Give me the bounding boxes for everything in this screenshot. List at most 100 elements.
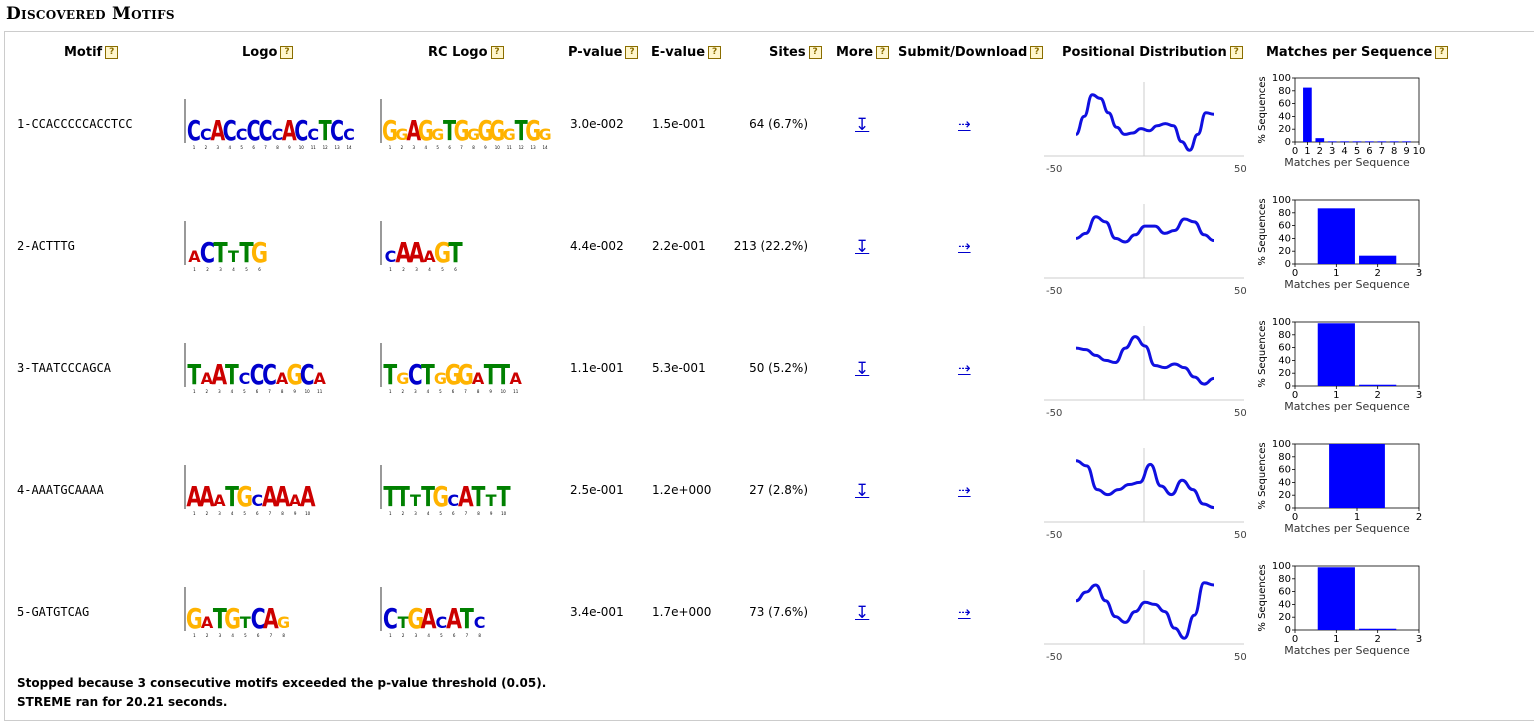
pvalue-value: 4.4e-002 xyxy=(570,239,624,253)
help-icon[interactable]: ? xyxy=(876,46,890,59)
more-details-link[interactable]: ↧ xyxy=(855,115,870,135)
match-bar xyxy=(1317,208,1355,264)
help-icon[interactable]: ? xyxy=(708,46,722,59)
x-tick-label: 2 xyxy=(1374,634,1380,645)
logo-position-label: 7 xyxy=(460,145,463,150)
logo-letter: T xyxy=(240,613,251,632)
logo-letter: T xyxy=(496,358,510,391)
x-tick-label: 2 xyxy=(1416,512,1422,523)
logo-letter: A xyxy=(201,369,214,388)
submit-download-link[interactable]: ⇢ xyxy=(958,115,971,133)
submit-download-link[interactable]: ⇢ xyxy=(958,603,971,621)
logo-letter: C xyxy=(436,613,448,632)
logo-letter: A xyxy=(289,491,302,510)
motif-id: 3-TAATCCCAGCA xyxy=(17,361,111,375)
logo-letter: A xyxy=(472,369,485,388)
logo-letter: A xyxy=(212,358,228,391)
motif-rc-logo[interactable]: T 1 T 2 T 3 T 4 G 5 C 6 A 7 T 8 T 9 T 10 xyxy=(378,461,512,523)
more-details-link[interactable]: ↧ xyxy=(855,481,870,501)
positional-distribution-plot: -50 50 xyxy=(1044,570,1247,663)
logo-position-label: 1 xyxy=(389,511,392,516)
logo-letter: C xyxy=(408,358,423,391)
logo-letter: G xyxy=(418,114,434,147)
submit-download-link[interactable]: ⇢ xyxy=(958,359,971,377)
logo-position-label: 7 xyxy=(269,511,272,516)
matches-per-sequence: 0 20 40 60 80 100% Sequences 0 1 2 3 4 5 6 7 8 9 10 Match… xyxy=(1255,70,1435,174)
help-icon[interactable]: ? xyxy=(280,46,294,59)
logo-letter: A xyxy=(213,491,226,510)
logo-letter: T xyxy=(486,491,497,510)
logo-position-label: 2 xyxy=(206,511,209,516)
submit-download-link[interactable]: ⇢ xyxy=(958,237,971,255)
logo-position-label: 1 xyxy=(389,267,392,272)
logo-letter: G xyxy=(434,369,447,388)
positional-distribution: -50 50 xyxy=(1044,442,1254,546)
x-tick-label: 4 xyxy=(1341,146,1347,157)
logo-letter: A xyxy=(188,247,201,266)
y-tick-label: 60 xyxy=(1278,587,1291,598)
y-tick-label: 40 xyxy=(1278,599,1291,610)
help-icon[interactable]: ? xyxy=(1435,46,1449,59)
more-details-link[interactable]: ↧ xyxy=(855,359,870,379)
x-tick-label: 3 xyxy=(1416,390,1422,401)
help-icon[interactable]: ? xyxy=(1030,46,1044,59)
header-submit: Submit/Download? xyxy=(898,45,1044,60)
help-icon[interactable]: ? xyxy=(490,46,504,59)
positional-curve xyxy=(1075,459,1215,510)
logo-position-label: 10 xyxy=(501,511,507,516)
positional-distribution: -50 50 xyxy=(1044,76,1254,180)
sites-value: 213 (22.2%) xyxy=(733,239,808,253)
logo-letter: G xyxy=(457,358,474,391)
motif-rc-logo[interactable]: T 1 G 2 C 3 T 4 G 5 G 6 G 7 A 8 T 9 T 10 A 11 xyxy=(378,339,524,401)
motif-logo[interactable]: C 1 C 2 A 3 C 4 C 5 C 6 C 7 C 8 A 9 C 10 C 11 T 12 C 13 C 14 xyxy=(182,95,357,157)
motif-logo[interactable]: T 1 A 2 A 3 T 4 C 5 C 6 C 7 A 8 G 9 C 10 A 11 xyxy=(182,339,328,401)
logo-position-label: 2 xyxy=(206,633,209,638)
logo-letter: G xyxy=(277,613,290,632)
logo-letter: T xyxy=(225,480,239,513)
more-details-link[interactable]: ↧ xyxy=(855,237,870,257)
help-icon[interactable]: ? xyxy=(105,46,119,59)
logo-letter: G xyxy=(382,114,398,147)
evalue-value: 5.3e-001 xyxy=(652,361,706,375)
logo-position-label: 8 xyxy=(281,389,284,394)
logo-position-label: 14 xyxy=(542,145,548,150)
logo-position-label: 7 xyxy=(466,633,469,638)
logo-letter: A xyxy=(300,480,316,513)
match-bar xyxy=(1365,141,1374,143)
logo-letter: A xyxy=(282,114,297,147)
axis-min-label: -50 xyxy=(1046,164,1062,175)
logo-letter: T xyxy=(383,358,397,391)
submit-download-link[interactable]: ⇢ xyxy=(958,481,971,499)
logo-letter: C xyxy=(272,125,284,144)
logo-position-label: 5 xyxy=(436,145,439,150)
header-positional: Positional Distribution? xyxy=(1062,45,1243,60)
logo-position-label: 6 xyxy=(454,267,457,272)
logo-position-label: 9 xyxy=(489,389,492,394)
logo-letter: T xyxy=(319,114,333,147)
logo-position-label: 3 xyxy=(219,633,222,638)
logo-position-label: 9 xyxy=(288,145,291,150)
logo-letter: A xyxy=(423,247,436,266)
logo-position-label: 5 xyxy=(440,633,443,638)
motif-logo[interactable]: A 1 A 2 A 3 T 4 G 5 C 6 A 7 A 8 A 9 A 10 xyxy=(182,461,316,523)
more-details-link[interactable]: ↧ xyxy=(855,603,870,623)
logo-position-label: 4 xyxy=(427,511,430,516)
logo-letter: A xyxy=(406,114,421,147)
logo-letter: A xyxy=(199,480,215,513)
header-pvalue: P-value? xyxy=(568,45,639,60)
logo-letter: G xyxy=(454,114,470,147)
logo-letter: C xyxy=(474,613,486,632)
help-icon[interactable]: ? xyxy=(808,46,822,59)
help-icon[interactable]: ? xyxy=(1229,46,1243,59)
motif-rc-logo[interactable]: G 1 G 2 A 3 G 4 G 5 T 6 G 7 G 8 G 9 G 10 G 11 T 12 G 13 G 14 xyxy=(378,95,553,157)
help-icon[interactable]: ? xyxy=(625,46,639,59)
logo-position-label: 7 xyxy=(464,389,467,394)
